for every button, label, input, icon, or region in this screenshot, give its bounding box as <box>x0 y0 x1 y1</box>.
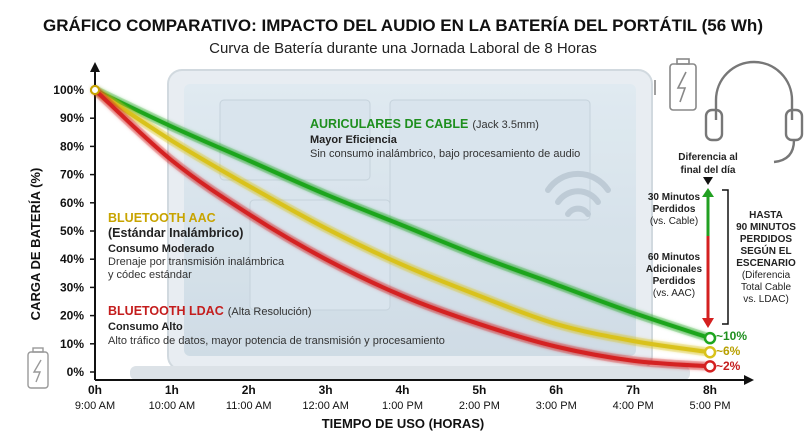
difference-down-arrow <box>703 177 713 185</box>
difference-header-2: final del día <box>680 165 735 176</box>
x-tick-label: 4h <box>395 383 409 397</box>
cable-gap-line-2: Perdidos <box>653 204 696 215</box>
aac-gap-line-3: Perdidos <box>653 276 696 287</box>
annotation-aac: BLUETOOTH AAC (Estándar Inalámbrico) Con… <box>108 211 285 281</box>
x-tick-sublabel: 12:00 AM <box>302 400 348 412</box>
annotation-cable-text: Sin consumo inalámbrico, bajo procesamie… <box>310 148 580 160</box>
x-tick-sublabel: 3:00 PM <box>536 400 577 412</box>
end-labels: ~10%~6%~2% <box>716 329 747 373</box>
svg-text:BLUETOOTH LDAC(Alta Resolución: BLUETOOTH LDAC (Alta Resolución) <box>108 304 312 318</box>
x-tick-sublabel: 9:00 AM <box>75 400 115 412</box>
summary-line-6: (Diferencia <box>742 270 791 281</box>
battery-charging-icon <box>654 58 697 111</box>
x-tick-label: 3h <box>319 383 333 397</box>
chart-subtitle: Curva de Batería durante una Jornada Lab… <box>209 40 597 57</box>
battery-low-icon <box>27 347 49 389</box>
x-tick-sublabel: 10:00 AM <box>149 400 195 412</box>
x-tick-label: 1h <box>165 383 179 397</box>
annotation-ldac: BLUETOOTH LDAC (Alta Resolución) Consumo … <box>108 304 445 347</box>
x-tick-sublabel: 2:00 PM <box>459 400 500 412</box>
aac-gap-line-1: 60 Minutos <box>648 252 701 263</box>
y-tick-label: 50% <box>60 224 84 238</box>
x-tick-sublabel: 5:00 PM <box>690 400 731 412</box>
annotation-aac-text2: y códec estándar <box>108 269 192 281</box>
x-axis-label: TIEMPO DE USO (HORAS) <box>322 416 485 431</box>
summary-line-7: Total Cable <box>741 282 791 293</box>
series-line <box>93 88 712 369</box>
x-tick-sublabel: 1:00 PM <box>382 400 423 412</box>
difference-panel: Diferencia al final del día 30 Minutos P… <box>646 152 796 328</box>
annotation-aac-title-extra: (Estándar Inalámbrico) <box>108 226 243 240</box>
y-tick-label: 70% <box>60 168 84 182</box>
series-line <box>93 88 712 341</box>
annotation-aac-sub: Consumo Moderado <box>108 243 215 255</box>
x-tick-label: 0h <box>88 383 102 397</box>
y-axis-label: CARGA DE BATERÍA (%) <box>28 168 43 321</box>
annotation-aac-text1: Drenaje por transmisión inalámbrica <box>108 256 285 268</box>
annotation-aac-title: BLUETOOTH AAC <box>108 211 216 225</box>
x-tick-sublabel: 4:00 PM <box>613 400 654 412</box>
headphones-icon <box>704 60 804 164</box>
series-line <box>93 88 712 355</box>
annotation-cable-sub: Mayor Eficiencia <box>310 134 398 146</box>
annotation-ldac-text: Alto tráfico de datos, mayor potencia de… <box>108 335 445 347</box>
aac-gap-line-4: (vs. AAC) <box>653 288 695 299</box>
x-tick-sublabel: 11:00 AM <box>226 400 272 412</box>
summary-line-4: SEGÚN EL <box>740 244 791 257</box>
wifi-icon <box>545 170 611 217</box>
x-tick-label: 7h <box>626 383 640 397</box>
x-tick-label: 8h <box>703 383 717 397</box>
series-end-point <box>703 360 717 373</box>
summary-line-1: HASTA <box>749 210 783 221</box>
aac-gap-line-2: Adicionales <box>646 264 703 275</box>
cable-gap-arrowhead <box>702 188 714 197</box>
y-axis-arrow <box>90 62 100 72</box>
difference-header-1: Diferencia al <box>678 152 738 163</box>
annotation-ldac-title: BLUETOOTH LDAC <box>108 304 224 318</box>
summary-bracket <box>722 189 729 325</box>
series-start-point <box>90 85 100 95</box>
end-label: ~2% <box>716 359 741 373</box>
annotation-ldac-sub: Consumo Alto <box>108 321 183 333</box>
series-end-point <box>703 331 717 345</box>
y-tick-label: 0% <box>67 365 85 379</box>
annotation-cable-title-extra: (Jack 3.5mm) <box>472 119 539 131</box>
y-tick-label: 20% <box>60 309 84 323</box>
cable-gap-line-3: (vs. Cable) <box>650 216 698 227</box>
x-tick-label: 6h <box>549 383 563 397</box>
y-tick-label: 30% <box>60 280 84 294</box>
y-ticks: 0% 10% 20% 30% 40% 50% 60% 70% 80% 90% 100% <box>53 83 95 379</box>
axes <box>90 62 754 385</box>
x-tick-label: 2h <box>242 383 256 397</box>
y-tick-label: 80% <box>60 139 84 153</box>
end-label: ~10% <box>716 329 747 343</box>
y-tick-label: 10% <box>60 337 84 351</box>
series-end-point <box>703 346 717 359</box>
summary-line-5: ESCENARIO <box>736 258 796 269</box>
end-label: ~6% <box>716 344 741 358</box>
y-tick-label: 40% <box>60 252 84 266</box>
x-ticks: 0h 9:00 AM 1h 10:00 AM 2h 11:00 AM 3h 12:00 AM 4… <box>75 383 731 412</box>
y-tick-label: 90% <box>60 111 84 125</box>
x-axis-arrow <box>744 375 754 385</box>
series-lines <box>90 85 717 373</box>
annotation-cable-title: AURICULARES DE CABLE <box>310 117 468 131</box>
summary-line-3: PERDIDOS <box>740 234 793 245</box>
svg-text:AURICULARES DE CABLE(Jack 3.5m: AURICULARES DE CABLE (Jack 3.5mm) <box>310 117 539 131</box>
summary-line-8: vs. LDAC) <box>743 294 789 305</box>
y-tick-label: 60% <box>60 196 84 210</box>
summary-line-2: 90 MINUTOS <box>736 222 796 233</box>
aac-gap-arrowhead <box>702 318 714 328</box>
chart-title: GRÁFICO COMPARATIVO: IMPACTO DEL AUDIO E… <box>43 16 763 35</box>
x-tick-label: 5h <box>472 383 486 397</box>
y-tick-label: 100% <box>53 83 84 97</box>
cable-gap-line-1: 30 Minutos <box>648 192 701 203</box>
annotation-ldac-title-extra: (Alta Resolución) <box>228 306 312 318</box>
annotation-cable: AURICULARES DE CABLE (Jack 3.5mm) Mayor E… <box>310 117 580 160</box>
